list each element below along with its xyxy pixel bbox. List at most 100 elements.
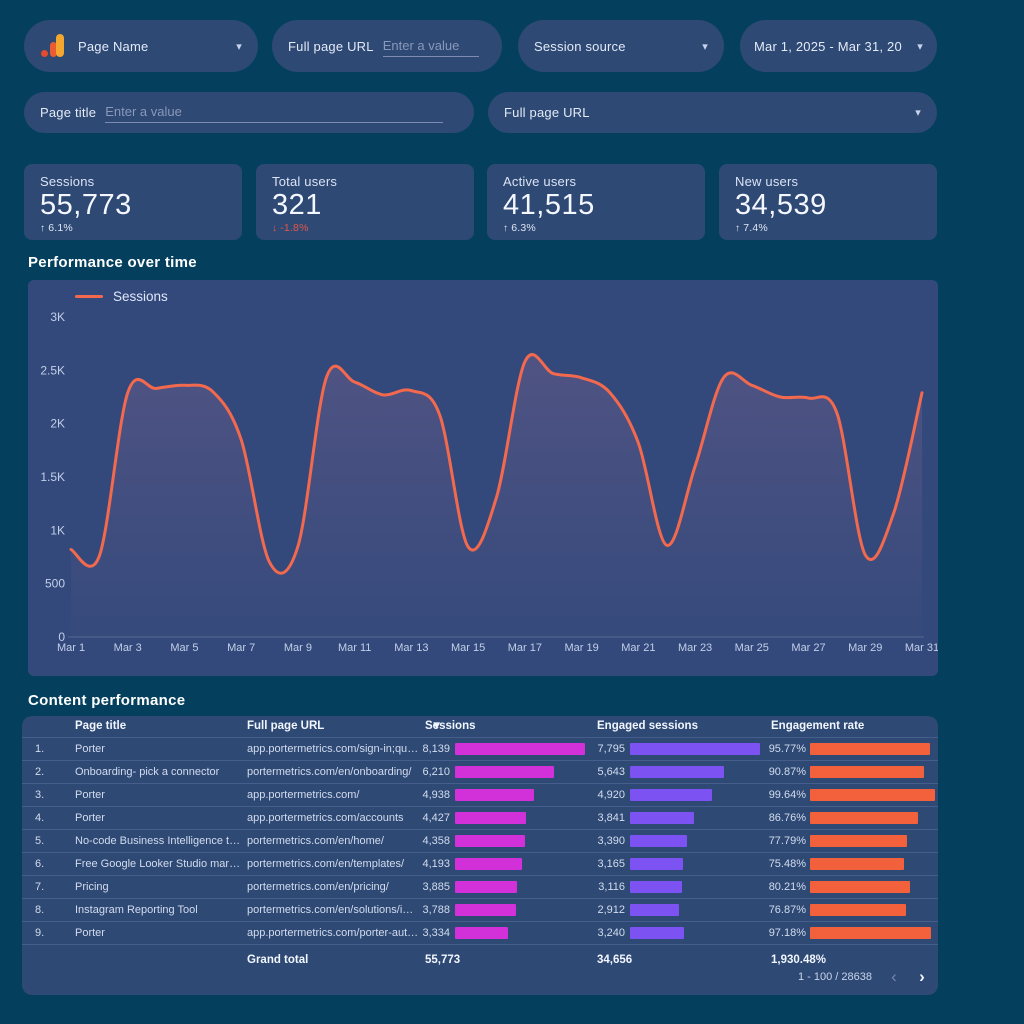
table-row[interactable]: 7. Pricing portermetrics.com/en/pricing/3,… [22,875,938,898]
table-body: 1. Porter app.portermetrics.com/sign-in;qu… [22,737,938,944]
engagement-rate-value: 99.64% [768,789,806,801]
engagement-rate-bar [810,835,908,847]
page-title-filter-label: Page title [40,105,97,120]
sessions-bar [455,881,518,893]
sessions-value: 3,334 [422,927,450,939]
engagement-rate-bar [810,927,932,939]
engagement-rate-value: 77.79% [768,835,806,847]
scorecard-value: 41,515 [503,189,595,221]
column-header-engaged-sessions[interactable]: Engaged sessions [597,720,698,732]
table-row[interactable]: 8. Instagram Reporting Tool portermetrics.… [22,898,938,921]
engaged-sessions-bar [630,789,713,801]
scorecard-label: Total users [272,174,338,189]
sessions-area-fill [71,354,922,637]
table-row[interactable]: 6. Free Google Looker Studio marketing...… [22,852,938,875]
chevron-down-icon: ▾ [917,40,923,53]
column-header-full-page-url[interactable]: Full page URL [247,720,325,732]
page-title-input[interactable] [105,102,444,123]
grand-total-label: Grand total [247,954,309,966]
engagement-rate-value: 90.87% [768,766,806,778]
table-row[interactable]: 4. Porter app.portermetrics.com/accounts 4,… [22,806,938,829]
y-tick-label: 1K [50,523,65,537]
page-name-filter[interactable]: Page Name ▾ [24,20,258,72]
row-index: 6. [35,858,45,870]
page-title-cell: Free Google Looker Studio marketing... [75,858,241,870]
chevron-down-icon: ▾ [915,107,921,119]
performance-chart-card: Sessions 0 500 1K 1.5K 2K 2.5K 3K Mar 1 Mar 3 Ma… [28,280,939,676]
arrow-down-icon: ↓ [272,223,278,234]
sessions-series-swatch [75,295,103,298]
arrow-up-icon: ↑ [503,223,509,234]
chart-legend: Sessions [75,289,168,304]
engaged-sessions-value: 4,920 [597,789,625,801]
next-page-button[interactable]: › [919,967,925,986]
date-range-picker[interactable]: Mar 1, 2025 - Mar 31, 20 ▾ [740,20,937,72]
session-source-filter-label: Session source [534,38,626,54]
y-tick-label: 2K [50,417,65,431]
scorecard-label: New users [735,174,799,189]
sessions-series-label: Sessions [113,289,168,304]
sessions-value: 4,193 [422,858,450,870]
engaged-sessions-bar [630,881,682,893]
table-row[interactable]: 9. Porter app.portermetrics.com/porter-aut… [22,921,938,944]
engaged-sessions-bar [630,927,685,939]
x-tick-label: Mar 11 [338,642,371,654]
page-title-cell: Porter [75,789,105,801]
table-row[interactable]: 2. Onboarding- pick a connector portermetr… [22,760,938,783]
content-performance-table: Page title Full page URL Sessions ▼ Engag… [22,716,938,995]
engaged-sessions-value: 3,240 [597,927,625,939]
row-index: 4. [35,812,45,824]
row-index: 8. [35,904,45,916]
x-tick-label: Mar 29 [848,642,882,654]
scorecard-delta: ↓ -1.8% [272,222,309,234]
scorecard-value: 34,539 [735,189,827,221]
full-page-url-input[interactable] [382,35,479,57]
engagement-rate-value: 97.18% [768,927,806,939]
page-title-cell: Onboarding- pick a connector [75,766,220,778]
x-tick-label: Mar 13 [394,642,428,654]
session-source-filter[interactable]: Session source ▾ [518,20,724,72]
sessions-value: 3,885 [422,881,450,893]
pagination-range: 1 - 100 / 28638 [797,971,872,983]
x-tick-label: Mar 3 [114,642,142,654]
column-header-engagement-rate[interactable]: Engagement rate [771,720,865,732]
y-tick-label: 1.5K [40,470,65,484]
previous-page-button[interactable]: ‹ [891,967,897,986]
engaged-sessions-bar [630,743,760,755]
sessions-value: 4,427 [422,812,450,824]
full-page-url-filter-label: Full page URL [288,38,374,54]
content-section-title: Content performance [28,692,186,709]
grand-total-engaged: 34,656 [597,954,633,966]
y-tick-label: 500 [45,577,65,591]
column-header-page-title[interactable]: Page title [75,720,127,732]
engagement-rate-bar [810,766,924,778]
engaged-sessions-bar [630,858,683,870]
sessions-value: 4,358 [422,835,450,847]
engaged-sessions-value: 7,795 [597,743,625,755]
engagement-rate-bar [810,812,919,824]
engaged-sessions-value: 3,390 [597,835,625,847]
sessions-bar [455,766,555,778]
engaged-sessions-value: 3,165 [597,858,625,870]
scorecard-delta: ↑ 6.1% [40,222,73,234]
table-row[interactable]: 1. Porter app.portermetrics.com/sign-in;qu… [22,737,938,760]
sessions-value: 8,139 [422,743,450,755]
sessions-value: 3,788 [422,904,450,916]
sessions-bar [455,858,522,870]
page-title-cell: Pricing [75,881,109,893]
table-row[interactable]: 5. No-code Business Intelligence tool | P… [22,829,938,852]
full-page-url-dropdown[interactable]: Full page URL ▾ [488,92,937,133]
table-pagination: 1 - 100 / 28638 ‹ › [22,965,938,989]
sort-descending-icon: ▼ [431,720,443,732]
scorecard-active-users: Active users 41,515 ↑ 6.3% [487,164,705,240]
google-analytics-icon [40,33,66,59]
sessions-bar [455,789,534,801]
row-index: 2. [35,766,45,778]
x-axis-labels: Mar 1 Mar 3 Mar 5 Mar 7 Mar 9 Mar 11 Mar 13 Mar… [57,642,939,654]
scorecard-delta: ↑ 6.3% [503,222,536,234]
y-axis-labels: 0 500 1K 1.5K 2K 2.5K 3K [40,310,65,644]
row-index: 7. [35,881,45,893]
row-index: 5. [35,835,45,847]
table-row[interactable]: 3. Porter app.portermetrics.com/4,938 4,920… [22,783,938,806]
